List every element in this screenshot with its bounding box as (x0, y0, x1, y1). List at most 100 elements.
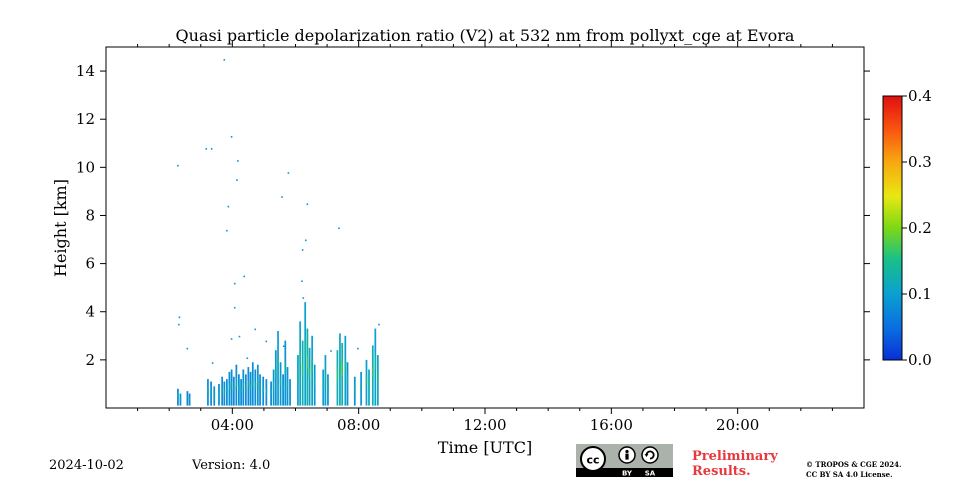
plot-frame (105, 46, 865, 409)
data-column-highlight (247, 380, 250, 388)
data-column-highlight (179, 397, 182, 400)
data-column-highlight (256, 378, 259, 387)
data-column-highlight (284, 363, 287, 376)
data-column-highlight (223, 389, 226, 395)
data-speck (237, 160, 239, 162)
data-column-highlight (235, 378, 238, 387)
colorbar-tick-label: 0.1 (908, 285, 932, 303)
data-column-highlight (365, 375, 368, 385)
data-speck (378, 323, 380, 326)
by-label: BY (622, 470, 633, 478)
colorbar-tick-label: 0.2 (908, 219, 932, 237)
data-column-highlight (371, 366, 374, 378)
data-column-highlight (177, 394, 179, 398)
data-speck (304, 239, 307, 242)
data-column-highlight (304, 338, 307, 357)
sa-label: SA (645, 470, 656, 478)
colorbar-tick-label: 0.0 (908, 351, 932, 369)
data-column-highlight (228, 383, 231, 390)
data-column-highlight (188, 397, 191, 400)
data-speck (230, 136, 233, 138)
data-column-highlight (297, 372, 299, 382)
data-speck (243, 275, 245, 278)
data-column-highlight (368, 382, 370, 389)
data-speck (254, 328, 257, 331)
x-axis-label: Time [UTC] (438, 438, 532, 457)
data-column-highlight (221, 386, 224, 393)
data-speck (211, 362, 214, 364)
x-tick-label: 20:00 (716, 416, 759, 434)
data-speck (302, 297, 305, 299)
data-speck (330, 350, 332, 352)
data-column-highlight (251, 377, 254, 386)
y-tick-label: 2 (85, 351, 95, 369)
data-speck (205, 148, 208, 150)
y-tick-label: 4 (85, 303, 95, 321)
data-column-highlight (376, 372, 379, 382)
data-column-highlight (311, 360, 314, 373)
data-speck (306, 203, 309, 206)
data-speck (178, 316, 181, 319)
copyright-line-1: © TROPOS & CGE 2024. (806, 460, 902, 469)
data-speck (230, 338, 233, 340)
data-column-highlight (242, 382, 245, 389)
data-column-highlight (262, 386, 265, 393)
data-speck (265, 340, 268, 343)
data-speck (287, 172, 290, 174)
data-speck (223, 59, 226, 61)
data-column-highlight (254, 382, 257, 389)
colorbar-tick-label: 0.4 (908, 87, 932, 105)
data-column-highlight (322, 382, 325, 389)
data-column-highlight (313, 378, 316, 387)
x-tick-label: 08:00 (337, 416, 380, 434)
data-column-highlight (259, 385, 261, 391)
data-column-highlight (272, 382, 275, 389)
data-column-highlight (244, 385, 247, 391)
data-speck (301, 280, 303, 283)
data-speck (357, 347, 359, 350)
x-tick-label: 04:00 (211, 416, 254, 434)
data-column-highlight (186, 396, 189, 399)
data-column-highlight (213, 393, 216, 397)
data-column-highlight (286, 380, 289, 388)
data-speck (177, 164, 179, 167)
y-tick-label: 14 (76, 62, 95, 80)
data-column-highlight (282, 385, 284, 391)
y-tick-label: 8 (85, 206, 95, 224)
copyright-note: © TROPOS & CGE 2024. CC BY SA 4.0 Licens… (806, 460, 901, 480)
data-column-highlight (306, 355, 309, 370)
data-column-highlight (374, 355, 377, 370)
data-speck (246, 357, 249, 360)
data-column-highlight (327, 385, 329, 391)
cc-by-sa-license-badge: cc BY SA (576, 444, 673, 477)
data-speck (301, 249, 304, 251)
data-column-highlight (265, 388, 268, 394)
data-column-highlight (230, 382, 233, 389)
data-column-highlight (279, 377, 282, 386)
colorbar (882, 95, 903, 361)
data-column-highlight (308, 368, 311, 379)
preliminary-line-1: Preliminary (692, 449, 778, 464)
sa-share-alike-icon (641, 446, 659, 464)
data-column-highlight (277, 357, 279, 371)
data-speck (178, 323, 180, 326)
x-tick-label: 16:00 (590, 416, 633, 434)
colorbar-tick-label: 0.3 (908, 153, 932, 171)
data-column-highlight (238, 385, 240, 391)
y-axis-label: Height [km] (51, 179, 70, 277)
data-column-highlight (232, 386, 235, 393)
data-speck (281, 196, 283, 198)
data-column-highlight (249, 383, 252, 390)
data-column-highlight (210, 389, 212, 395)
data-speck (236, 179, 238, 181)
chart-title: Quasi particle depolarization ratio (V2)… (176, 26, 795, 45)
y-tick-label: 12 (76, 110, 95, 128)
footer-version: Version: 4.0 (192, 458, 271, 473)
data-column-highlight (289, 388, 291, 394)
data-speck (233, 282, 236, 285)
data-column-highlight (274, 369, 277, 380)
y-tick-label: 6 (85, 255, 95, 273)
data-speck (282, 345, 285, 348)
data-speck (186, 347, 189, 350)
data-column-highlight (270, 389, 272, 395)
